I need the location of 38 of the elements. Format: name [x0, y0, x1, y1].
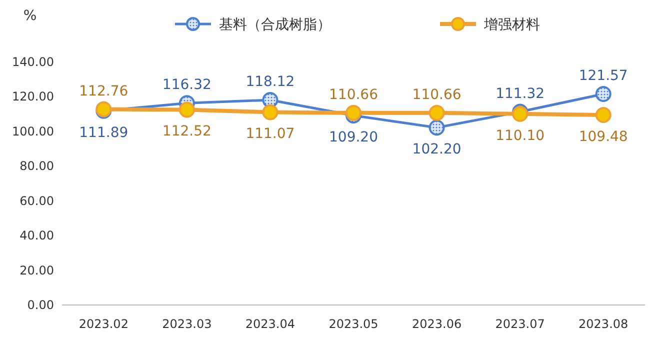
- data-label: 109.48: [578, 128, 628, 145]
- y-tick-label: 100.00: [12, 124, 54, 138]
- data-label: 110.66: [412, 86, 462, 103]
- x-tick-label: 2023.04: [245, 317, 296, 331]
- point: [262, 104, 278, 120]
- data-label: 118.12: [246, 74, 295, 90]
- y-tick-label: 0.00: [27, 298, 54, 312]
- y-tick-label: 40.00: [20, 228, 54, 243]
- point: [178, 102, 195, 118]
- point: [428, 104, 445, 121]
- point: [595, 86, 612, 102]
- data-label: 112.76: [79, 83, 128, 100]
- x-tick-label: 2023.03: [162, 317, 212, 331]
- data-label: 109.20: [329, 129, 378, 146]
- data-label: 112.52: [162, 124, 212, 140]
- data-label: 111.32: [496, 86, 545, 102]
- y-tick-label: 60.00: [20, 194, 54, 208]
- y-tick-label: 140.00: [12, 55, 54, 69]
- x-tick-label: 2023.06: [412, 317, 462, 331]
- y-axis-title: %: [23, 8, 37, 24]
- data-label: 110.10: [496, 128, 545, 144]
- x-tick-label: 2023.08: [578, 317, 628, 331]
- data-label: 121.57: [578, 68, 628, 84]
- legend-label: 基料（合成树脂）: [219, 17, 331, 33]
- data-label: 110.66: [329, 86, 378, 103]
- x-tick-label: 2023.07: [495, 317, 545, 331]
- y-tick-label: 120.00: [12, 90, 54, 104]
- data-label: 111.07: [246, 126, 295, 142]
- data-label: 111.89: [79, 124, 128, 141]
- x-tick-label: 2023.05: [328, 317, 378, 331]
- x-tick-label: 2023.02: [78, 317, 128, 331]
- data-label: 116.32: [162, 77, 212, 94]
- legend-label: 增强材料: [483, 17, 540, 33]
- point: [428, 120, 445, 136]
- y-tick-label: 80.00: [20, 159, 54, 174]
- point: [595, 106, 612, 123]
- y-tick-label: 20.00: [20, 263, 54, 278]
- data-label: 102.20: [412, 142, 462, 158]
